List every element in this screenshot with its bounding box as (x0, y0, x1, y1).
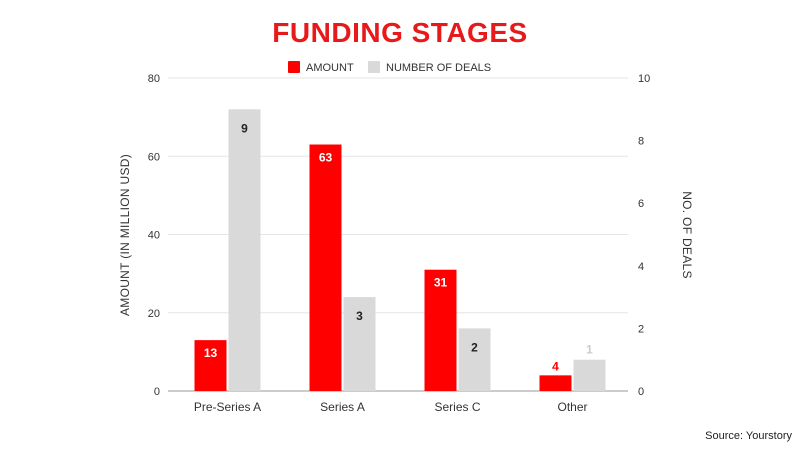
deals-value-label: 9 (241, 121, 248, 135)
amount-value-label: 4 (552, 359, 559, 373)
right-axis-ticks: 0 2 4 6 8 10 (638, 73, 650, 398)
right-tick-label: 10 (638, 73, 650, 85)
legend-swatch-amount (288, 61, 300, 73)
right-tick-label: 8 (638, 136, 644, 148)
right-tick-label: 0 (638, 386, 644, 398)
left-axis-title: AMOUNT (IN MILLION USD) (118, 154, 132, 316)
amount-value-label: 13 (204, 346, 218, 360)
left-axis-ticks: 0 20 40 60 80 (148, 73, 160, 398)
bar-value-labels: 13 9 63 3 31 2 4 1 (204, 121, 593, 373)
category-labels: Pre-Series A Series A Series C Other (194, 400, 588, 414)
left-tick-label: 0 (154, 386, 160, 398)
deals-value-label: 3 (356, 309, 363, 323)
deals-value-label: 2 (471, 340, 478, 354)
bar-deals (458, 328, 491, 391)
right-axis-title: NO. OF DEALS (680, 191, 694, 279)
bar-amount (309, 144, 342, 391)
chart-title: FUNDING STAGES (272, 17, 527, 48)
left-tick-label: 20 (148, 308, 160, 320)
right-tick-label: 4 (638, 261, 644, 273)
deals-value-label: 1 (586, 343, 593, 357)
legend-label-amount: AMOUNT (306, 62, 354, 74)
bar-amount (194, 340, 227, 391)
bars (194, 109, 606, 392)
bar-deals (343, 297, 376, 391)
category-label: Pre-Series A (194, 400, 261, 414)
amount-value-label: 63 (319, 151, 333, 165)
legend: AMOUNT NUMBER OF DEALS (288, 61, 491, 74)
left-tick-label: 60 (148, 151, 160, 163)
left-tick-label: 40 (148, 230, 160, 242)
category-label: Series C (434, 400, 480, 414)
left-tick-label: 80 (148, 73, 160, 85)
bar-amount (424, 269, 457, 391)
amount-value-label: 31 (434, 276, 448, 290)
category-label: Series A (320, 400, 365, 414)
category-label: Other (557, 400, 587, 414)
right-tick-label: 6 (638, 198, 644, 210)
bar-deals (573, 359, 606, 391)
source-note: Source: Yourstory (705, 430, 792, 442)
bar-amount (539, 375, 572, 391)
bar-deals (228, 109, 261, 392)
legend-swatch-deals (368, 61, 380, 73)
legend-label-deals: NUMBER OF DEALS (386, 62, 491, 74)
right-tick-label: 2 (638, 323, 644, 335)
